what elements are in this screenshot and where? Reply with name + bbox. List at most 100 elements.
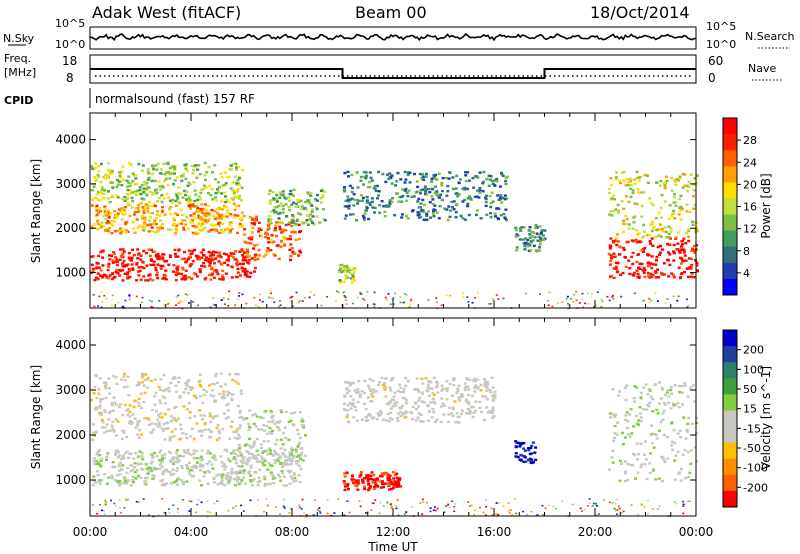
data-cell <box>232 202 236 205</box>
data-cell <box>114 260 118 264</box>
data-cell <box>365 512 367 514</box>
data-cell <box>206 482 210 485</box>
data-cell <box>190 427 194 430</box>
data-cell <box>640 262 644 266</box>
data-cell <box>523 248 527 251</box>
data-cell <box>119 232 123 235</box>
colorbar-tick-label: 28 <box>743 134 757 147</box>
data-cell <box>247 425 251 429</box>
data-cell <box>356 488 360 491</box>
data-cell <box>356 419 359 422</box>
data-cell <box>146 417 149 420</box>
data-cell <box>192 205 196 208</box>
data-cell <box>692 183 696 186</box>
data-cell <box>687 235 691 239</box>
data-cell <box>197 195 201 198</box>
data-cell <box>375 418 379 421</box>
data-cell <box>384 180 388 184</box>
data-cell <box>226 264 230 267</box>
data-cell <box>630 504 633 506</box>
data-cell <box>344 408 347 412</box>
data-cell <box>669 407 673 410</box>
data-cell <box>197 164 201 167</box>
data-cell <box>674 236 678 239</box>
data-cell <box>207 449 210 452</box>
data-cell <box>485 380 489 384</box>
data-cell <box>304 454 307 457</box>
data-cell <box>372 487 376 491</box>
data-cell <box>156 210 160 213</box>
data-cell <box>289 453 293 456</box>
data-cell <box>208 264 212 267</box>
data-cell <box>348 184 352 188</box>
data-cell <box>615 498 618 501</box>
data-cell <box>174 384 178 387</box>
data-cell <box>99 465 103 468</box>
data-cell <box>98 482 102 485</box>
data-cell <box>160 427 164 430</box>
data-cell <box>175 304 177 306</box>
data-cell <box>247 422 251 426</box>
data-cell <box>295 219 299 223</box>
data-cell <box>411 405 415 409</box>
data-cell <box>213 383 216 386</box>
data-cell <box>518 238 522 241</box>
data-cell <box>93 385 97 389</box>
data-cell <box>173 252 177 256</box>
data-cell <box>669 388 673 392</box>
data-cell <box>210 382 214 386</box>
data-cell <box>342 280 346 283</box>
data-cell <box>651 222 655 225</box>
data-cell <box>125 480 129 483</box>
data-cell <box>235 183 239 186</box>
data-cell <box>632 216 636 219</box>
data-cell <box>409 303 412 305</box>
data-cell <box>502 297 505 300</box>
data-cell <box>283 242 286 246</box>
data-cell <box>211 224 215 227</box>
data-cell <box>154 268 158 272</box>
data-cell <box>288 482 292 485</box>
data-cell <box>622 248 626 252</box>
data-cell <box>195 176 199 179</box>
data-cell <box>279 245 283 248</box>
data-cell <box>655 256 659 259</box>
data-cell <box>167 508 170 510</box>
data-cell <box>218 251 221 254</box>
data-cell <box>238 427 241 430</box>
data-cell <box>520 454 524 457</box>
data-cell <box>618 179 622 182</box>
data-cell <box>363 379 367 383</box>
data-cell <box>223 205 226 209</box>
data-cell <box>203 393 207 397</box>
data-cell <box>659 420 663 424</box>
data-cell <box>685 203 689 206</box>
data-cell <box>399 410 403 414</box>
data-cell <box>266 247 270 250</box>
data-cell <box>632 425 636 428</box>
data-cell <box>123 265 126 268</box>
data-cell <box>238 262 242 266</box>
data-cell <box>681 453 685 456</box>
data-cell <box>401 188 404 191</box>
data-cell <box>144 251 148 255</box>
data-cell <box>606 296 609 298</box>
data-cell <box>397 200 401 203</box>
data-cell <box>447 177 451 180</box>
data-cell <box>110 254 114 258</box>
data-cell <box>136 226 140 229</box>
data-cell <box>293 411 297 414</box>
power-ylabel: Slant Range [km] <box>29 159 43 263</box>
data-cell <box>114 418 118 421</box>
data-cell <box>185 190 189 193</box>
data-cell <box>160 200 164 204</box>
data-cell <box>425 193 429 196</box>
data-cell <box>427 299 430 301</box>
power-data <box>90 161 699 310</box>
data-cell <box>298 230 301 234</box>
data-cell <box>648 234 652 237</box>
data-cell <box>100 185 104 189</box>
data-cell <box>613 436 616 440</box>
data-cell <box>651 469 655 472</box>
data-cell <box>446 420 450 423</box>
